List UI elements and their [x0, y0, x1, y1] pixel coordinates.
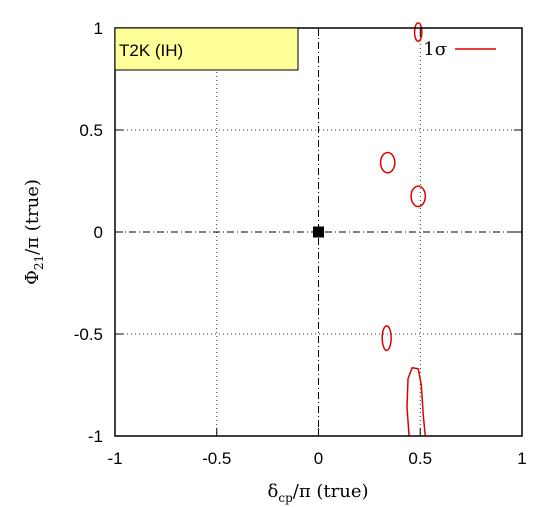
legend-label: 1σ [423, 39, 447, 60]
x-tick-label: 1 [517, 449, 526, 468]
contour-upper-right [410, 185, 427, 208]
x-tick-label: 0 [314, 449, 323, 468]
annotation-box [114, 27, 299, 71]
grid-lines [115, 28, 522, 436]
annotation-text: T2K (IH) [119, 41, 183, 60]
x-tick-label: 0.5 [408, 449, 432, 468]
x-tick-label: -0.5 [202, 449, 231, 468]
tick-labels: -1 -0.5 0 0.5 1 1 0.5 0 -0.5 -1 [74, 19, 527, 468]
y-tick-label: 0 [94, 223, 103, 242]
contour-top [413, 22, 423, 43]
y-tick-label: -0.5 [74, 325, 103, 344]
y-tick-label: 1 [94, 19, 103, 38]
contour-lower-left [381, 325, 392, 352]
true-point-marker [313, 226, 324, 238]
y-tick-label: 0.5 [79, 121, 103, 140]
x-axis-label: δcp/π (true) [268, 481, 369, 505]
x-tick-label: -1 [107, 449, 122, 468]
contour-upper-left [379, 151, 396, 174]
contours [379, 22, 427, 437]
y-axis-label: Φ21/π (true) [22, 179, 46, 285]
contour-bottom [406, 366, 427, 437]
y-tick-label: -1 [88, 427, 103, 446]
